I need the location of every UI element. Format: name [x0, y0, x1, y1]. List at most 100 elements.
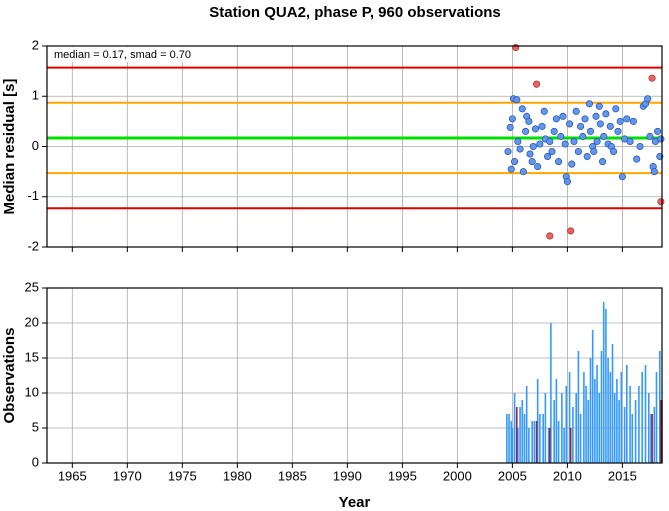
bar [607, 358, 609, 463]
y-tick-label: 0 [32, 138, 39, 153]
point [610, 147, 618, 156]
bar [651, 414, 653, 463]
bar [544, 393, 547, 463]
point [657, 198, 665, 206]
point [629, 117, 637, 125]
x-tick-label: 1965 [58, 468, 87, 483]
bar [563, 428, 565, 463]
point [650, 168, 658, 176]
bar [605, 309, 607, 463]
point [531, 125, 540, 133]
bar [623, 407, 626, 463]
bar [602, 302, 605, 463]
bar [611, 344, 614, 463]
point [508, 115, 516, 123]
bar [650, 414, 652, 463]
point [586, 127, 595, 135]
x-tick-label: 1985 [278, 468, 307, 483]
point [614, 127, 622, 135]
chart-title: Station QUA2, phase P, 960 observations [209, 4, 501, 21]
annotation: median = 0.17, smad = 0.70 [54, 49, 191, 61]
point [567, 227, 575, 235]
point [514, 137, 522, 146]
point [563, 178, 571, 186]
point [599, 158, 607, 166]
y-tick-label: 10 [25, 384, 39, 399]
x-tick-label: 2010 [553, 468, 582, 483]
point [557, 132, 565, 141]
bar [561, 393, 563, 463]
plot-frame [46, 45, 663, 248]
bar [542, 414, 544, 463]
bar [548, 428, 551, 463]
bar [583, 372, 585, 463]
y-tick-label: -2 [27, 238, 39, 253]
point [525, 117, 533, 125]
point [572, 107, 580, 115]
point [546, 137, 554, 146]
bar [513, 393, 516, 463]
point [656, 153, 664, 161]
point [534, 163, 542, 171]
point [636, 142, 644, 151]
y-tick-label: 15 [25, 349, 39, 364]
point [559, 112, 567, 120]
bar [536, 379, 539, 463]
bar [600, 351, 603, 463]
y-tick-label: 5 [32, 419, 39, 434]
bar [644, 365, 647, 463]
point [574, 147, 582, 156]
point [518, 105, 526, 113]
bar [523, 414, 526, 463]
y-tick-label: 1 [32, 88, 39, 103]
bar [579, 414, 582, 463]
bar [641, 372, 643, 463]
point [593, 137, 601, 146]
bar [531, 421, 533, 463]
point [585, 100, 593, 108]
y-axis-label: Observations [1, 328, 18, 424]
bar [585, 386, 587, 463]
x-tick-label: 1990 [333, 468, 362, 483]
point [538, 122, 546, 130]
y-tick-label: 25 [25, 279, 39, 294]
y-tick-label: 2 [32, 37, 39, 52]
point [596, 120, 604, 128]
point [544, 153, 552, 161]
x-tick-label: 2015 [608, 468, 637, 483]
bar [547, 428, 550, 463]
point [533, 80, 541, 88]
point [540, 107, 548, 115]
bar [631, 414, 634, 463]
bar [618, 400, 620, 463]
bar [565, 386, 568, 463]
x-tick-label: 2000 [443, 468, 472, 483]
bar [555, 379, 558, 463]
point [618, 173, 626, 181]
point [519, 168, 527, 176]
bar [591, 330, 594, 463]
point [546, 232, 554, 240]
point [623, 115, 631, 123]
x-tick-label: 1970 [113, 468, 142, 483]
bar [598, 393, 601, 463]
bar [620, 372, 623, 463]
point [555, 158, 563, 166]
bar [508, 414, 510, 463]
point [590, 147, 598, 156]
point [529, 142, 537, 151]
point [566, 120, 574, 128]
point [511, 158, 519, 166]
x-tick-label: 1980 [223, 468, 252, 483]
point [612, 105, 620, 113]
point [606, 122, 614, 130]
bar [594, 379, 596, 463]
point [522, 127, 530, 135]
point [536, 140, 544, 148]
point [528, 158, 536, 166]
y-tick-label: 0 [32, 454, 39, 469]
bar [510, 421, 513, 463]
bar [653, 407, 656, 463]
plot-frame [46, 287, 663, 464]
